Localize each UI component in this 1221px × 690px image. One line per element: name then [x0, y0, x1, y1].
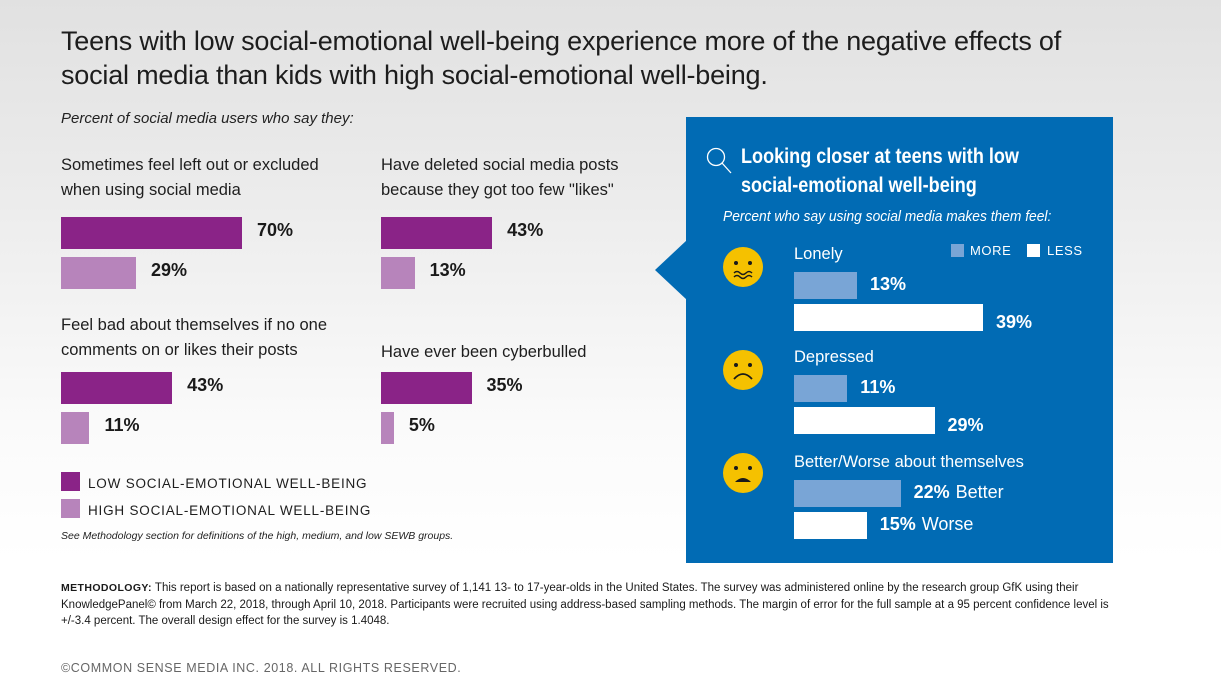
- bar-less: [794, 407, 935, 434]
- methodology-note: See Methodology section for definitions …: [61, 530, 454, 542]
- bar-high: [381, 412, 394, 444]
- value-label-high: 11%: [104, 415, 140, 435]
- bar-less: [794, 512, 867, 539]
- value-label-more: 13%: [870, 274, 906, 295]
- sad-face-icon: [723, 350, 763, 390]
- bar-low: [381, 217, 493, 249]
- value-text: 13%: [870, 274, 907, 294]
- page-title: Teens with low social-emotional well-bei…: [61, 26, 1062, 90]
- value-label-low: 35%: [486, 375, 523, 395]
- bar-high: [61, 412, 90, 444]
- question-label: Have deleted social media posts because …: [381, 156, 619, 199]
- legend-swatch-high: [61, 499, 80, 518]
- feeling-label: Depressed: [794, 348, 874, 366]
- legend-swatch-low: [61, 472, 80, 491]
- panel-title: Looking closer at teens with low social-…: [741, 145, 1019, 197]
- bar-less: [794, 304, 983, 331]
- value-label-less: 29%: [948, 415, 984, 436]
- value-label-high: 5%: [408, 415, 435, 435]
- value-text: 22%: [913, 482, 950, 502]
- bar-more: [794, 272, 857, 299]
- legend-label-more: MORE: [970, 243, 1012, 258]
- legend-swatch-less: [1027, 244, 1040, 257]
- value-label-less: 15% Worse: [880, 514, 974, 535]
- bar-low: [381, 372, 472, 404]
- legend-swatch-more: [951, 244, 964, 257]
- bar-more: [794, 480, 901, 507]
- feeling-label: Lonely: [794, 245, 843, 263]
- legend-label-high: HIGH SOCIAL-EMOTIONAL WELL-BEING: [88, 503, 372, 518]
- value-label-low: 70%: [257, 220, 294, 240]
- bar-high: [381, 257, 415, 289]
- bar-low: [61, 217, 242, 249]
- bar-high: [61, 257, 136, 289]
- value-label-low: 43%: [187, 375, 224, 395]
- chart-subtitle: Percent of social media users who say th…: [61, 110, 354, 127]
- value-label-low: 43%: [507, 220, 544, 240]
- methodology: METHODOLOGY: This report is based on a n…: [61, 580, 1111, 630]
- frowning-face-icon: [723, 453, 763, 493]
- question-label: Have ever been cyberbulled: [381, 343, 587, 361]
- value-label-high: 13%: [429, 260, 466, 280]
- bar-more: [794, 375, 848, 402]
- callout-arrow: [655, 240, 687, 300]
- question-label: Feel bad about themselves if no one comm…: [61, 316, 328, 359]
- copyright: ©COMMON SENSE MEDIA INC. 2018. ALL RIGHT…: [61, 661, 462, 675]
- bar-low: [61, 372, 173, 404]
- question-label: Sometimes feel left out or excluded when…: [61, 156, 319, 199]
- legend-label-less: LESS: [1047, 243, 1083, 258]
- value-text: 15%: [879, 514, 916, 534]
- value-suffix: Better: [955, 482, 1004, 502]
- value-label-high: 29%: [150, 260, 188, 280]
- value-label-more: 11%: [860, 377, 895, 398]
- methodology-label: METHODOLOGY:: [61, 582, 152, 594]
- feeling-label: Better/Worse about themselves: [794, 453, 1024, 471]
- value-text: 29%: [947, 415, 984, 435]
- value-text: 39%: [996, 312, 1033, 332]
- value-label-more: 22% Better: [914, 482, 1004, 503]
- value-suffix: Worse: [921, 514, 974, 534]
- worried-face-icon: [723, 247, 763, 287]
- panel-subtitle: Percent who say using social media makes…: [723, 208, 1052, 225]
- methodology-text: This report is based on a nationally rep…: [61, 582, 1109, 627]
- value-label-less: 39%: [996, 312, 1032, 333]
- magnifier-icon: [706, 147, 732, 174]
- legend-label-low: LOW SOCIAL-EMOTIONAL WELL-BEING: [88, 476, 368, 491]
- value-text: 11%: [860, 377, 896, 397]
